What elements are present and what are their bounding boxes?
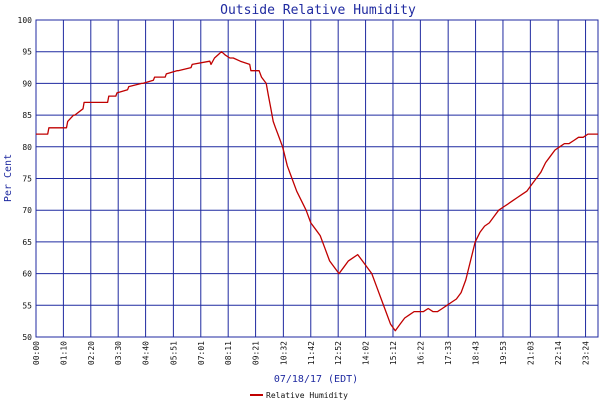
x-tick-label: 17:33 bbox=[444, 341, 453, 365]
y-tick-label: 75 bbox=[22, 175, 32, 184]
x-tick-label: 02:20 bbox=[87, 341, 96, 365]
x-tick-label: 15:12 bbox=[389, 341, 398, 365]
x-tick-label: 21:03 bbox=[526, 341, 535, 365]
x-tick-label: 10:32 bbox=[279, 341, 288, 365]
legend-label-relative-humidity: Relative Humidity bbox=[266, 391, 348, 400]
y-tick-label: 85 bbox=[22, 111, 32, 120]
y-axis-ticks: 50 55 60 65 70 75 80 85 90 95 100 bbox=[18, 16, 33, 342]
grid-lines bbox=[35, 19, 598, 338]
x-tick-label: 12:52 bbox=[334, 341, 343, 365]
x-tick-label: 11:42 bbox=[307, 341, 316, 365]
x-tick-label: 03:30 bbox=[114, 341, 123, 365]
x-tick-label: 22:14 bbox=[554, 341, 563, 365]
y-tick-label: 60 bbox=[22, 270, 32, 279]
x-tick-label: 04:40 bbox=[142, 341, 151, 365]
y-tick-label: 55 bbox=[22, 301, 32, 310]
x-tick-label: 01:10 bbox=[59, 341, 68, 365]
x-tick-label: 23:24 bbox=[582, 341, 591, 365]
series-line-relative-humidity bbox=[36, 51, 598, 332]
x-tick-label: 05:51 bbox=[169, 341, 178, 365]
y-tick-label: 100 bbox=[18, 16, 33, 25]
y-axis-label: Per Cent bbox=[3, 154, 14, 202]
x-tick-label: 08:11 bbox=[224, 341, 233, 365]
y-tick-label: 70 bbox=[22, 206, 32, 215]
x-tick-label: 00:00 bbox=[32, 341, 41, 365]
x-tick-label: 18:43 bbox=[472, 341, 481, 365]
chart-title: Outside Relative Humidity bbox=[220, 3, 416, 18]
x-tick-label: 14:02 bbox=[362, 341, 371, 365]
x-axis-label: 07/18/17 (EDT) bbox=[274, 374, 358, 385]
legend: Relative Humidity bbox=[250, 391, 348, 400]
y-tick-label: 65 bbox=[22, 238, 32, 247]
x-tick-label: 09:21 bbox=[252, 341, 261, 365]
y-tick-label: 80 bbox=[22, 143, 32, 152]
x-tick-label: 19:53 bbox=[499, 341, 508, 365]
x-tick-label: 16:22 bbox=[416, 341, 425, 365]
y-tick-label: 50 bbox=[22, 333, 32, 342]
y-tick-label: 90 bbox=[22, 79, 32, 88]
x-tick-label: 07:01 bbox=[197, 341, 206, 365]
x-axis-ticks: 00:00 01:10 02:20 03:30 04:40 05:51 07:01 08:11… bbox=[32, 341, 591, 365]
y-tick-label: 95 bbox=[22, 48, 32, 57]
